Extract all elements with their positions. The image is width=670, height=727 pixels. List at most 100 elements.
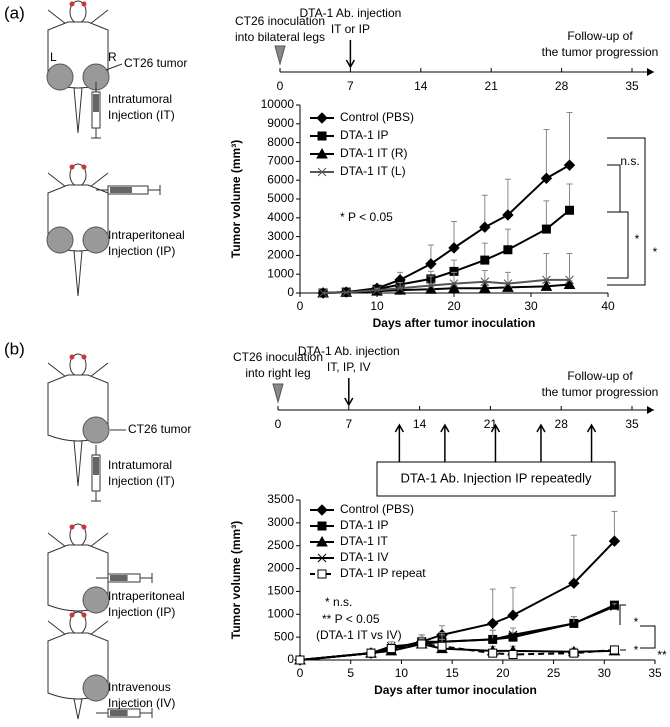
y-tick-label: 6000 — [267, 172, 294, 186]
injection-arrow — [344, 378, 354, 407]
repeat-arrow — [394, 423, 405, 462]
mouse-tail — [73, 440, 83, 487]
syringe-fluid — [110, 187, 132, 193]
marker — [478, 282, 491, 293]
marker — [540, 172, 553, 185]
label: DTA-1 Ab. Injection IP repeatedly — [400, 470, 592, 485]
mouse-ear — [69, 1, 75, 7]
marker — [610, 602, 619, 611]
mouse-ear — [69, 354, 75, 360]
y-tick-label: 1500 — [267, 584, 294, 598]
marker — [386, 644, 396, 654]
marker — [609, 645, 619, 655]
legend-label: DTA-1 IT (R) — [340, 146, 408, 160]
annotation: * — [635, 232, 640, 246]
annotation: * n.s. — [325, 595, 352, 609]
timeline-tick-label: 35 — [625, 417, 639, 431]
syringe-plunger — [91, 491, 101, 502]
error-bar — [566, 253, 573, 280]
marker — [488, 635, 498, 644]
syringe-fluid — [110, 575, 128, 581]
legend-label: DTA-1 IT (L) — [340, 164, 406, 178]
label: Injection (IT) — [108, 474, 175, 488]
marker — [425, 283, 437, 294]
inoculation-marker — [274, 45, 286, 66]
y-tick-label: 9000 — [267, 116, 294, 130]
tumor — [82, 674, 110, 702]
marker — [569, 619, 579, 628]
label: Intraperitoneal — [108, 589, 185, 603]
annotation: * — [634, 615, 639, 629]
mouse-ear — [69, 164, 75, 170]
y-tick-label: 2000 — [267, 561, 294, 575]
legend-label: DTA-1 IV — [340, 550, 388, 564]
legend-marker — [317, 521, 327, 531]
label: the tumor progression — [542, 45, 659, 59]
marker — [426, 281, 436, 290]
leader — [105, 63, 123, 71]
error-bar — [489, 629, 496, 640]
error-bar — [481, 269, 488, 282]
marker — [503, 279, 513, 288]
marker — [565, 275, 574, 285]
mouse-ear — [81, 1, 87, 7]
timeline-tick-label: 14 — [414, 79, 428, 93]
marker — [449, 279, 459, 288]
y-tick-label: 3500 — [267, 492, 294, 506]
marker — [569, 648, 579, 658]
syringe-plunger — [91, 128, 101, 139]
y-tick-label: 0 — [287, 285, 294, 299]
label: into bilateral legs — [235, 30, 325, 44]
annotation: ** — [657, 648, 667, 662]
label: Injection (IV) — [108, 696, 175, 710]
legend-marker — [316, 147, 328, 159]
label: DTA-1 Ab. injection — [299, 6, 401, 20]
x-axis-title: Days after tumor inoculation — [374, 683, 537, 697]
y-tick-label: 2500 — [267, 538, 294, 552]
y-tick-label: 7000 — [267, 154, 294, 168]
x-tick-label: 15 — [445, 666, 459, 680]
annotation: * — [634, 643, 639, 657]
y-tick-label: 2000 — [267, 248, 294, 262]
y-tick-label: 0 — [287, 652, 294, 666]
mouse-ear — [81, 612, 87, 618]
error-bar — [570, 534, 577, 584]
x-tick-label: 0 — [297, 299, 304, 313]
label: Injection (IT) — [108, 108, 175, 122]
repeat-box — [376, 461, 616, 497]
label: Follow-up of — [567, 369, 633, 383]
mouse-arms — [47, 362, 109, 378]
y-axis-title: Tumor volume (mm³) — [229, 521, 243, 639]
syringe-plunger — [140, 573, 153, 583]
y-tick-label: 3000 — [267, 515, 294, 529]
annotation: (DTA-1 IT vs IV) — [316, 628, 402, 642]
mouse-tail — [73, 87, 83, 134]
timeline-arrowhead — [647, 406, 654, 414]
label: Intravenous — [108, 680, 171, 694]
inoculation-marker — [272, 383, 284, 404]
tumor — [46, 226, 74, 254]
repeat-arrow — [440, 423, 450, 462]
marker — [417, 639, 427, 649]
significance-bracket — [607, 137, 646, 286]
timeline-tick-label: 28 — [555, 79, 569, 93]
marker — [568, 577, 580, 589]
error-bar — [489, 588, 496, 624]
marker — [608, 535, 621, 547]
significance-bracket — [619, 604, 626, 625]
error-bar — [451, 271, 457, 284]
label: Injection (IP) — [108, 605, 175, 619]
label: R — [108, 50, 117, 64]
annotation: ** P < 0.05 — [322, 612, 380, 626]
label: Intratumoral — [108, 458, 172, 472]
legend-marker — [317, 167, 327, 177]
y-tick-label: 500 — [274, 629, 294, 643]
marker — [448, 242, 460, 254]
label: CT26 inoculation — [235, 14, 325, 28]
mouse-arms — [47, 532, 109, 548]
label: IT, IP, IV — [327, 360, 371, 374]
repeat-arrow — [586, 423, 597, 462]
timeline-tick-label: 28 — [555, 417, 569, 431]
